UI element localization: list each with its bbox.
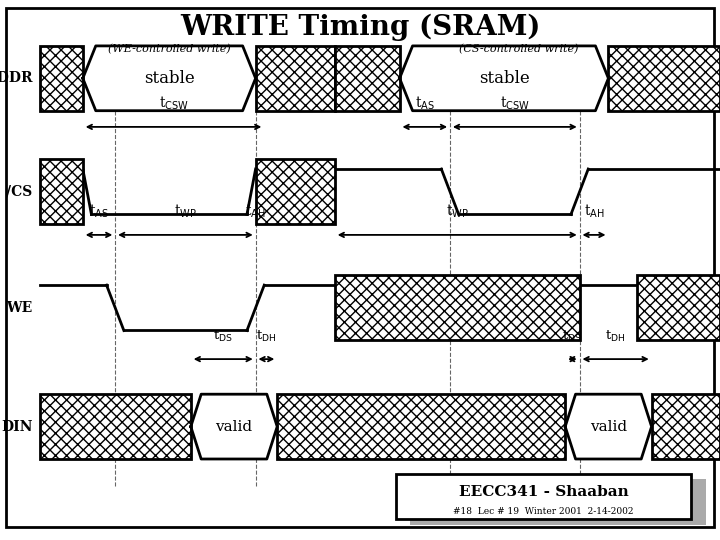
Bar: [637, 275, 720, 340]
Text: valid: valid: [215, 420, 253, 434]
Bar: [335, 275, 580, 340]
Text: t$_{\mathsf{DH}}$: t$_{\mathsf{DH}}$: [256, 329, 276, 344]
Text: t$_{\mathsf{AH}}$: t$_{\mathsf{AH}}$: [584, 202, 604, 220]
Text: EECC341 - Shaaban: EECC341 - Shaaban: [459, 485, 629, 500]
Text: t$_{\mathsf{DS}}$: t$_{\mathsf{DS}}$: [213, 329, 233, 344]
Text: valid: valid: [590, 420, 627, 434]
Text: t$_{\mathsf{CSW}}$: t$_{\mathsf{CSW}}$: [500, 94, 530, 112]
Bar: [335, 46, 400, 111]
Text: #18  Lec # 19  Winter 2001  2-14-2002: #18 Lec # 19 Winter 2001 2-14-2002: [454, 508, 634, 516]
Text: t$_{\mathsf{AS}}$: t$_{\mathsf{AS}}$: [415, 94, 435, 112]
Bar: [256, 46, 335, 111]
Text: ADDR: ADDR: [0, 71, 32, 85]
Text: t$_{\mathsf{AH}}$: t$_{\mathsf{AH}}$: [246, 202, 266, 220]
FancyBboxPatch shape: [6, 8, 714, 526]
Bar: [256, 159, 335, 224]
Text: /CS: /CS: [6, 185, 32, 199]
Bar: [40, 159, 83, 224]
Polygon shape: [191, 394, 277, 459]
Text: WE: WE: [6, 301, 32, 315]
Text: stable: stable: [144, 70, 194, 87]
FancyBboxPatch shape: [396, 474, 691, 519]
Text: (CS-controlled write): (CS-controlled write): [459, 44, 578, 54]
Bar: [40, 46, 83, 111]
Text: t$_{\mathsf{CSW}}$: t$_{\mathsf{CSW}}$: [158, 94, 189, 112]
Text: (WE-controlled write): (WE-controlled write): [108, 44, 230, 54]
Text: t$_{\mathsf{WP}}$: t$_{\mathsf{WP}}$: [174, 202, 197, 220]
Polygon shape: [400, 46, 608, 111]
FancyBboxPatch shape: [410, 479, 706, 525]
Text: t$_{\mathsf{AS}}$: t$_{\mathsf{AS}}$: [89, 202, 109, 220]
Text: stable: stable: [479, 70, 529, 87]
Bar: [40, 394, 191, 459]
Text: DIN: DIN: [1, 420, 32, 434]
Text: t$_{\mathsf{DS}}$: t$_{\mathsf{DS}}$: [562, 329, 582, 344]
Polygon shape: [565, 394, 652, 459]
Text: WRITE Timing (SRAM): WRITE Timing (SRAM): [180, 14, 540, 40]
Bar: [608, 46, 720, 111]
Bar: [652, 394, 720, 459]
Bar: [277, 394, 565, 459]
Polygon shape: [83, 46, 256, 111]
Text: t$_{\mathsf{DH}}$: t$_{\mathsf{DH}}$: [606, 329, 626, 344]
Text: t$_{\mathsf{WP}}$: t$_{\mathsf{WP}}$: [446, 202, 469, 220]
